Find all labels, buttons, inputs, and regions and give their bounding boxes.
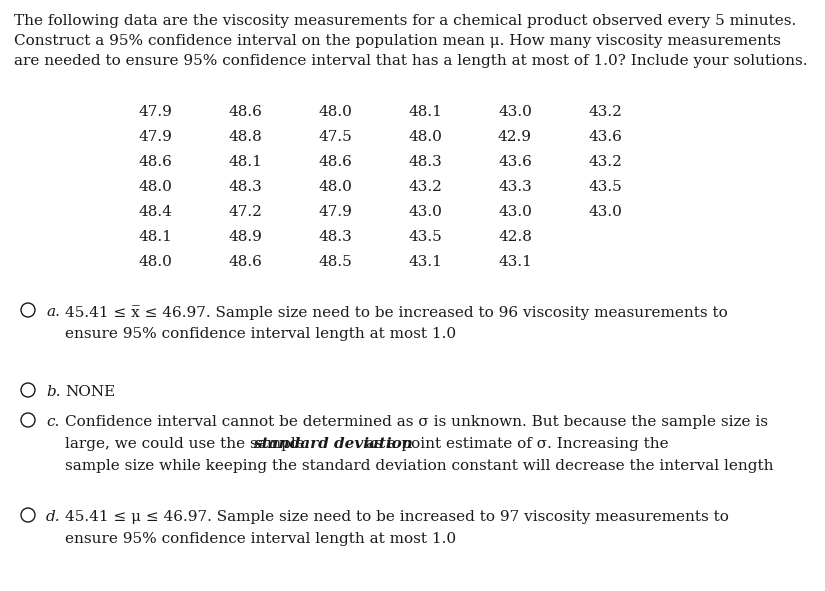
Text: 48.5: 48.5 (318, 255, 352, 269)
Text: as a point estimate of σ. Increasing the: as a point estimate of σ. Increasing the (361, 437, 669, 451)
Text: standard deviation: standard deviation (252, 437, 412, 451)
Text: ensure 95% confidence interval length at most 1.0: ensure 95% confidence interval length at… (65, 532, 456, 546)
Text: Confidence interval cannot be determined as σ is unknown. But because the sample: Confidence interval cannot be determined… (65, 415, 768, 429)
Text: 43.0: 43.0 (498, 105, 532, 119)
Text: 48.6: 48.6 (318, 155, 352, 169)
Text: 48.0: 48.0 (318, 105, 352, 119)
Text: c.: c. (46, 415, 59, 429)
Text: 48.9: 48.9 (228, 230, 262, 244)
Text: 48.1: 48.1 (408, 105, 442, 119)
Text: a.: a. (46, 305, 60, 319)
Text: The following data are the viscosity measurements for a chemical product observe: The following data are the viscosity mea… (14, 14, 796, 28)
Text: large, we could use the sample: large, we could use the sample (65, 437, 309, 451)
Text: 43.2: 43.2 (408, 180, 442, 194)
Text: 43.2: 43.2 (588, 105, 622, 119)
Text: 48.0: 48.0 (138, 255, 172, 269)
Text: NONE: NONE (65, 385, 116, 399)
Text: ensure 95% confidence interval length at most 1.0: ensure 95% confidence interval length at… (65, 327, 456, 341)
Text: 48.6: 48.6 (228, 255, 262, 269)
Text: 43.3: 43.3 (498, 180, 532, 194)
Text: 43.5: 43.5 (588, 180, 622, 194)
Text: 48.4: 48.4 (138, 205, 172, 219)
Text: 48.3: 48.3 (229, 180, 262, 194)
Text: 47.2: 47.2 (228, 205, 262, 219)
Text: b.: b. (46, 385, 60, 399)
Text: 43.0: 43.0 (498, 205, 532, 219)
Text: 48.3: 48.3 (408, 155, 442, 169)
Text: 48.0: 48.0 (408, 130, 442, 144)
Text: 43.6: 43.6 (588, 130, 622, 144)
Text: 48.6: 48.6 (228, 105, 262, 119)
Text: 45.41 ≤ x̅ ≤ 46.97. Sample size need to be increased to 96 viscosity measurement: 45.41 ≤ x̅ ≤ 46.97. Sample size need to … (65, 305, 728, 320)
Text: 43.1: 43.1 (498, 255, 532, 269)
Text: 43.0: 43.0 (588, 205, 622, 219)
Text: 48.6: 48.6 (138, 155, 172, 169)
Text: sample size while keeping the standard deviation constant will decrease the inte: sample size while keeping the standard d… (65, 459, 774, 473)
Text: 47.9: 47.9 (138, 130, 172, 144)
Text: 42.9: 42.9 (498, 130, 532, 144)
Text: 48.1: 48.1 (228, 155, 262, 169)
Text: 47.9: 47.9 (138, 105, 172, 119)
Text: 47.5: 47.5 (318, 130, 352, 144)
Text: 48.0: 48.0 (138, 180, 172, 194)
Text: are needed to ensure 95% confidence interval that has a length at most of 1.0? I: are needed to ensure 95% confidence inte… (14, 54, 808, 68)
Text: 43.5: 43.5 (408, 230, 442, 244)
Text: 43.0: 43.0 (408, 205, 442, 219)
Text: 43.2: 43.2 (588, 155, 622, 169)
Text: d.: d. (46, 510, 60, 524)
Text: 48.8: 48.8 (229, 130, 262, 144)
Text: 42.8: 42.8 (498, 230, 532, 244)
Text: 43.1: 43.1 (408, 255, 442, 269)
Text: 45.41 ≤ μ ≤ 46.97. Sample size need to be increased to 97 viscosity measurements: 45.41 ≤ μ ≤ 46.97. Sample size need to b… (65, 510, 728, 524)
Text: Construct a 95% confidence interval on the population mean μ. How many viscosity: Construct a 95% confidence interval on t… (14, 34, 781, 48)
Text: 48.1: 48.1 (138, 230, 172, 244)
Text: 48.3: 48.3 (318, 230, 352, 244)
Text: 47.9: 47.9 (318, 205, 352, 219)
Text: 43.6: 43.6 (498, 155, 532, 169)
Text: 48.0: 48.0 (318, 180, 352, 194)
